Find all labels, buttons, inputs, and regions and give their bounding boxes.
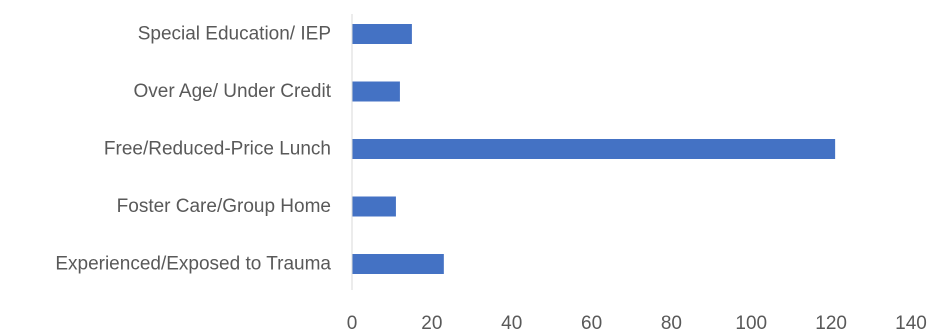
- x-tick-labels: 0 20 40 60 80 100 120 140: [347, 313, 927, 332]
- category-label: Over Age/ Under Credit: [134, 81, 332, 102]
- x-tick-label: 60: [581, 313, 602, 332]
- x-tick-label: 0: [347, 313, 358, 332]
- x-tick-label: 80: [661, 313, 682, 332]
- bar: [352, 196, 396, 217]
- bar: [352, 24, 412, 44]
- x-tick-label: 40: [501, 313, 522, 332]
- x-tick-label: 140: [895, 313, 927, 332]
- category-label: Free/Reduced-Price Lunch: [104, 139, 331, 160]
- bars: [352, 24, 836, 274]
- category-labels: Special Education/ IEP Over Age/ Under Cr…: [55, 24, 331, 275]
- category-label: Experienced/Exposed to Trauma: [55, 254, 331, 275]
- bar: [352, 81, 400, 102]
- x-tick-label: 100: [735, 313, 767, 332]
- bar: [352, 139, 836, 159]
- x-tick-label: 120: [815, 313, 847, 332]
- bar: [352, 254, 444, 274]
- x-tick-label: 20: [421, 313, 442, 332]
- category-label: Foster Care/Group Home: [117, 196, 331, 217]
- category-label: Special Education/ IEP: [138, 24, 331, 45]
